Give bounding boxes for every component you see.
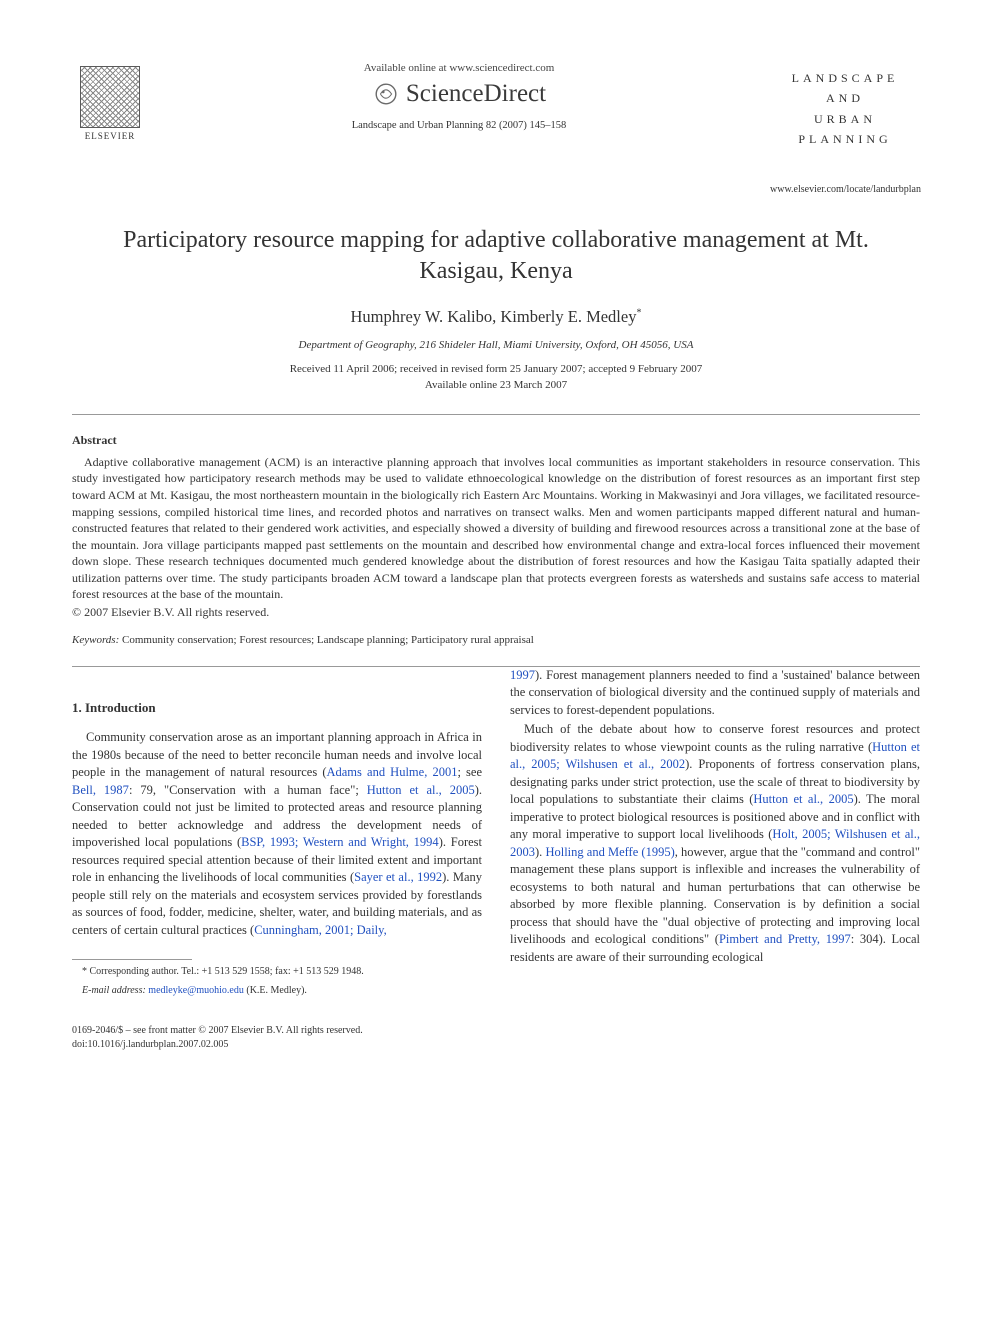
sciencedirect-text: ScienceDirect [406, 80, 546, 108]
citation-link[interactable]: Pimbert and Pretty, 1997 [719, 932, 851, 946]
corresponding-footnote: * Corresponding author. Tel.: +1 513 529… [72, 965, 482, 979]
article-title: Participatory resource mapping for adapt… [72, 225, 920, 287]
doi-line: doi:10.1016/j.landurbplan.2007.02.005 [72, 1038, 920, 1052]
available-online-text: Available online at www.sciencedirect.co… [148, 62, 770, 74]
citation-link[interactable]: Cunningham, 2001; Daily, [254, 923, 387, 937]
abstract-text: Adaptive collaborative management (ACM) … [72, 454, 920, 603]
journal-reference: Landscape and Urban Planning 82 (2007) 1… [148, 120, 770, 131]
citation-link[interactable]: 1997 [510, 668, 535, 682]
citation-link[interactable]: Bell, 1987 [72, 783, 129, 797]
journal-name-line1: LANDSCAPE [770, 68, 920, 88]
citation-link[interactable]: Hutton et al., 2005 [367, 783, 475, 797]
abstract-copyright: © 2007 Elsevier B.V. All rights reserved… [72, 605, 920, 620]
body-paragraph-2: Much of the debate about how to conserve… [510, 721, 920, 966]
body-columns: 1. Introduction Community conservation a… [72, 667, 920, 998]
keywords-label: Keywords: [72, 634, 119, 646]
corresponding-marker: * [636, 307, 641, 318]
footnote-corresponding: Corresponding author. Tel.: +1 513 529 1… [90, 966, 364, 977]
sciencedirect-swirl-icon [372, 80, 400, 108]
dates-received: Received 11 April 2006; received in revi… [72, 361, 920, 378]
authors-line: Humphrey W. Kalibo, Kimberly E. Medley* [72, 307, 920, 327]
header-row: ELSEVIER Available online at www.science… [72, 58, 920, 195]
page-container: ELSEVIER Available online at www.science… [0, 0, 992, 1092]
abstract-heading: Abstract [72, 433, 920, 448]
affiliation: Department of Geography, 216 Shideler Ha… [72, 339, 920, 351]
journal-name-line3: URBAN PLANNING [770, 109, 920, 150]
journal-title-box: LANDSCAPE AND URBAN PLANNING www.elsevie… [770, 58, 920, 195]
elsevier-logo: ELSEVIER [72, 58, 148, 148]
issn-line: 0169-2046/$ – see front matter © 2007 El… [72, 1024, 920, 1038]
email-label: E-mail address: [82, 985, 146, 996]
journal-name-line2: AND [770, 88, 920, 108]
citation-link[interactable]: Sayer et al., 1992 [354, 870, 442, 884]
article-dates: Received 11 April 2006; received in revi… [72, 361, 920, 394]
body-paragraph-1: Community conservation arose as an impor… [72, 729, 482, 939]
authors-names: Humphrey W. Kalibo, Kimberly E. Medley [351, 307, 637, 326]
center-header: Available online at www.sciencedirect.co… [148, 58, 770, 131]
email-footnote: E-mail address: medleyke@muohio.edu (K.E… [72, 984, 482, 998]
sciencedirect-logo: ScienceDirect [372, 80, 546, 108]
keywords-line: Keywords: Community conservation; Forest… [72, 634, 920, 646]
body-paragraph-1-cont: 1997). Forest management planners needed… [510, 667, 920, 720]
citation-link[interactable]: Hutton et al., 2005 [753, 792, 853, 806]
keywords-text: Community conservation; Forest resources… [122, 634, 534, 646]
section-1-heading: 1. Introduction [72, 699, 482, 717]
email-link[interactable]: medleyke@muohio.edu [148, 985, 244, 996]
elsevier-tree-icon [80, 66, 140, 128]
citation-link[interactable]: Holling and Meffe (1995) [545, 845, 674, 859]
rule-above-abstract [72, 414, 920, 415]
footnote-marker: * [82, 966, 87, 977]
bottom-meta: 0169-2046/$ – see front matter © 2007 El… [72, 1024, 920, 1052]
citation-link[interactable]: Adams and Hulme, 2001 [326, 765, 457, 779]
elsevier-label: ELSEVIER [85, 131, 136, 141]
citation-link[interactable]: BSP, 1993; Western and Wright, 1994 [241, 835, 439, 849]
dates-online: Available online 23 March 2007 [72, 377, 920, 394]
journal-url: www.elsevier.com/locate/landurbplan [770, 184, 920, 195]
email-suffix: (K.E. Medley). [246, 985, 307, 996]
footnote-separator [72, 959, 192, 960]
